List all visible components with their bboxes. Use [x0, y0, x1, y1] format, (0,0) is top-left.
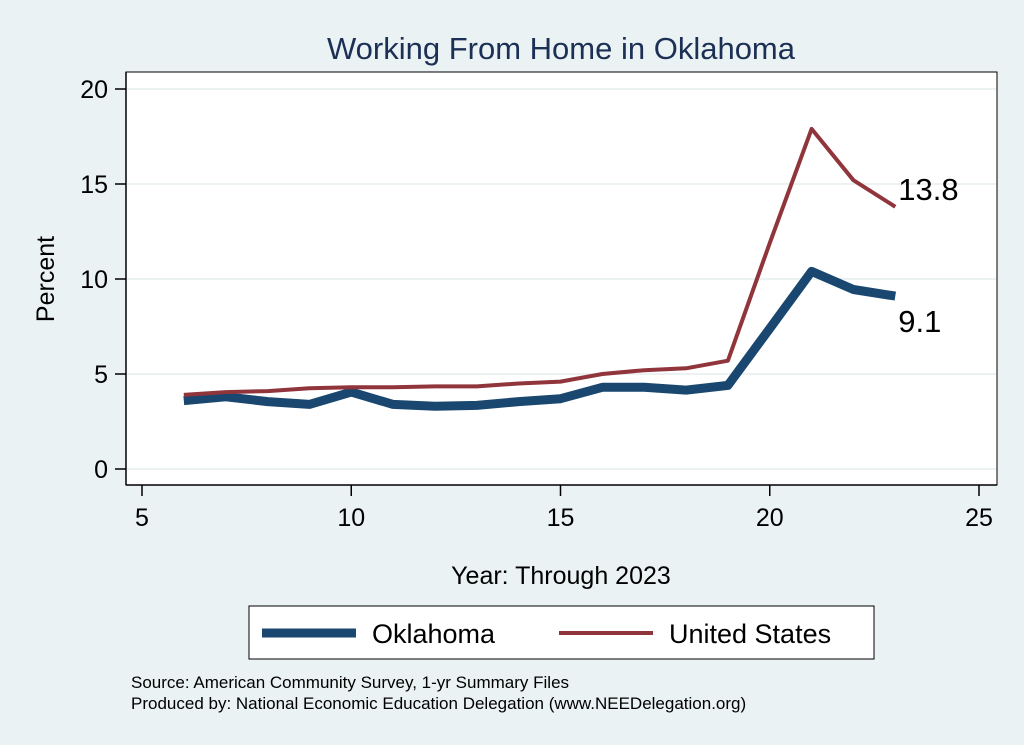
end-label-united-states: 13.8 [898, 172, 958, 207]
y-axis-label: Percent [32, 236, 60, 322]
series-line-oklahoma [183, 266, 897, 411]
x-tick-label: 25 [965, 504, 993, 532]
producer-note: Produced by: National Economic Education… [131, 694, 746, 713]
gridlines [127, 88, 996, 470]
legend-label-united-states: United States [669, 619, 831, 649]
x-tick-label: 15 [547, 504, 575, 532]
series-layer: 9.1 13.8 [183, 126, 959, 411]
chart-title: Working From Home in Oklahoma [327, 31, 796, 66]
y-tick-label: 20 [80, 76, 108, 104]
x-axis-label: Year: Through 2023 [451, 562, 671, 590]
legend-label-oklahoma: Oklahoma [372, 619, 496, 649]
series-line-united-states [183, 126, 897, 397]
y-tick-label: 10 [80, 266, 108, 294]
x-tick-label: 5 [135, 504, 149, 532]
x-tick-label: 20 [756, 504, 784, 532]
end-label-oklahoma: 9.1 [898, 304, 941, 339]
y-tick-label: 0 [94, 456, 108, 484]
legend: Oklahoma United States [248, 605, 875, 660]
y-tick-label: 5 [94, 361, 108, 389]
y-tick-label: 15 [80, 171, 108, 199]
x-axis: 5 10 15 20 25 [126, 484, 997, 532]
x-tick-label: 10 [337, 504, 365, 532]
y-axis: 0 5 10 15 20 [80, 72, 127, 485]
source-note: Source: American Community Survey, 1-yr … [131, 673, 569, 692]
